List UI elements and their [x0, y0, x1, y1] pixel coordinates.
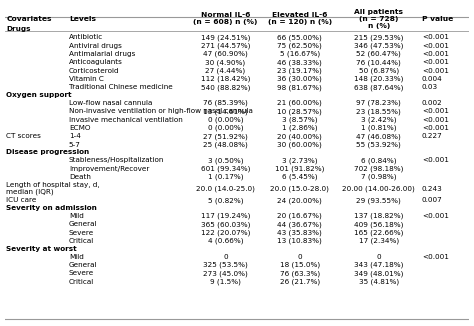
Text: 46 (38.33%): 46 (38.33%) — [277, 59, 322, 66]
Text: 97 (78.23%): 97 (78.23%) — [356, 100, 401, 106]
Text: 30 (60.00%): 30 (60.00%) — [277, 141, 322, 148]
Text: 76 (63.3%): 76 (63.3%) — [280, 270, 320, 276]
Text: 21 (60.00%): 21 (60.00%) — [277, 100, 322, 106]
Text: 137 (18.82%): 137 (18.82%) — [354, 213, 403, 219]
Text: 6 (0.84%): 6 (0.84%) — [361, 157, 396, 164]
Text: Mild: Mild — [69, 254, 84, 260]
Text: Vitamin C: Vitamin C — [69, 76, 104, 82]
Text: P value: P value — [422, 16, 453, 22]
Text: Severe: Severe — [69, 230, 94, 236]
Text: 1 (0.81%): 1 (0.81%) — [361, 125, 396, 131]
Text: 23 (19.17%): 23 (19.17%) — [277, 67, 322, 74]
Text: 5 (16.67%): 5 (16.67%) — [280, 51, 320, 57]
Text: Low-flow nasal cannula: Low-flow nasal cannula — [69, 100, 152, 106]
Text: 112 (18.42%): 112 (18.42%) — [201, 76, 250, 82]
Text: 20 (40.00%): 20 (40.00%) — [277, 133, 322, 140]
Text: 117 (19.24%): 117 (19.24%) — [201, 213, 250, 219]
Text: 27 (51.92%): 27 (51.92%) — [203, 133, 248, 140]
Text: 55 (53.92%): 55 (53.92%) — [356, 141, 401, 148]
Text: Stableness/Hospitalization: Stableness/Hospitalization — [69, 157, 164, 163]
Text: 20 (16.67%): 20 (16.67%) — [277, 213, 322, 219]
Text: <0.001: <0.001 — [422, 35, 449, 40]
Text: 165 (22.66%): 165 (22.66%) — [354, 230, 403, 236]
Text: ECMO: ECMO — [69, 125, 91, 131]
Text: 44 (36.67%): 44 (36.67%) — [277, 221, 322, 228]
Text: 50 (6.87%): 50 (6.87%) — [359, 67, 399, 74]
Text: 35 (4.81%): 35 (4.81%) — [359, 278, 399, 285]
Text: 26 (21.7%): 26 (21.7%) — [280, 278, 320, 285]
Text: 0.004: 0.004 — [422, 76, 443, 82]
Text: 0: 0 — [376, 254, 381, 260]
Text: 47 (60.90%): 47 (60.90%) — [203, 51, 248, 57]
Text: Drugs: Drugs — [6, 26, 31, 32]
Text: Normal IL-6
(n = 608) n (%): Normal IL-6 (n = 608) n (%) — [193, 12, 257, 25]
Text: Antiviral drugs: Antiviral drugs — [69, 43, 122, 49]
Text: 25 (48.08%): 25 (48.08%) — [203, 141, 248, 148]
Text: CT scores: CT scores — [6, 133, 41, 139]
Text: Levels: Levels — [69, 16, 96, 22]
Text: 3 (0.50%): 3 (0.50%) — [208, 157, 243, 164]
Text: 346 (47.53%): 346 (47.53%) — [354, 42, 403, 49]
Text: 0: 0 — [297, 254, 302, 260]
Text: Antibiotic: Antibiotic — [69, 35, 103, 40]
Text: Invasive mechanical ventilation: Invasive mechanical ventilation — [69, 117, 182, 123]
Text: 343 (47.18%): 343 (47.18%) — [354, 262, 403, 268]
Text: 7 (0.98%): 7 (0.98%) — [361, 174, 396, 180]
Text: <0.001: <0.001 — [422, 68, 449, 74]
Text: 149 (24.51%): 149 (24.51%) — [201, 34, 250, 41]
Text: Oxygen support: Oxygen support — [6, 92, 72, 98]
Text: 3 (2.73%): 3 (2.73%) — [282, 157, 318, 164]
Text: Severity on admission: Severity on admission — [6, 205, 97, 211]
Text: 10 (28.57%): 10 (28.57%) — [277, 108, 322, 115]
Text: 4 (0.66%): 4 (0.66%) — [208, 238, 243, 244]
Text: 148 (20.33%): 148 (20.33%) — [354, 76, 403, 82]
Text: 3 (2.42%): 3 (2.42%) — [361, 116, 396, 123]
Text: 601 (99.34%): 601 (99.34%) — [201, 165, 250, 172]
Text: 5 (0.82%): 5 (0.82%) — [208, 197, 243, 203]
Text: <0.001: <0.001 — [422, 254, 449, 260]
Text: 122 (20.07%): 122 (20.07%) — [201, 230, 250, 236]
Text: Covariates: Covariates — [6, 16, 52, 22]
Text: 1-4: 1-4 — [69, 133, 81, 139]
Text: 0.243: 0.243 — [422, 185, 443, 192]
Text: 23 (18.55%): 23 (18.55%) — [356, 108, 401, 115]
Text: 0.227: 0.227 — [422, 133, 443, 139]
Text: Corticosteroid: Corticosteroid — [69, 68, 119, 74]
Text: 0 (0.00%): 0 (0.00%) — [208, 125, 243, 131]
Text: <0.001: <0.001 — [422, 43, 449, 49]
Text: Death: Death — [69, 174, 91, 180]
Text: 36 (30.00%): 36 (30.00%) — [277, 76, 322, 82]
Text: 409 (56.18%): 409 (56.18%) — [354, 221, 403, 228]
Text: 273 (45.0%): 273 (45.0%) — [203, 270, 248, 276]
Text: <0.001: <0.001 — [422, 125, 449, 131]
Text: 702 (98.18%): 702 (98.18%) — [354, 165, 403, 172]
Text: Critical: Critical — [69, 279, 94, 285]
Text: 27 (4.44%): 27 (4.44%) — [205, 67, 246, 74]
Text: Anticoagulants: Anticoagulants — [69, 59, 123, 66]
Text: Non-invasive ventilation or high-flow nasal cannula: Non-invasive ventilation or high-flow na… — [69, 108, 253, 114]
Text: 43 (35.83%): 43 (35.83%) — [277, 230, 322, 236]
Text: 325 (53.5%): 325 (53.5%) — [203, 262, 248, 268]
Text: 0.007: 0.007 — [422, 197, 443, 203]
Text: <0.001: <0.001 — [422, 59, 449, 66]
Text: Antimalarial drugs: Antimalarial drugs — [69, 51, 135, 57]
Text: Improvement/Recover: Improvement/Recover — [69, 166, 149, 172]
Text: 52 (60.47%): 52 (60.47%) — [356, 51, 401, 57]
Text: <0.001: <0.001 — [422, 108, 449, 114]
Text: ICU care: ICU care — [6, 197, 36, 203]
Text: 365 (60.03%): 365 (60.03%) — [201, 221, 250, 228]
Text: 638 (87.64%): 638 (87.64%) — [354, 84, 403, 91]
Text: All patients
(n = 728)
n (%): All patients (n = 728) n (%) — [354, 9, 403, 29]
Text: 6 (5.45%): 6 (5.45%) — [282, 174, 318, 180]
Text: General: General — [69, 221, 97, 227]
Text: 66 (55.00%): 66 (55.00%) — [277, 34, 322, 41]
Text: <0.001: <0.001 — [422, 117, 449, 123]
Text: Elevated IL-6
(n = 120) n (%): Elevated IL-6 (n = 120) n (%) — [268, 12, 332, 25]
Text: <0.001: <0.001 — [422, 157, 449, 163]
Text: Severe: Severe — [69, 270, 94, 276]
Text: 13 (10.83%): 13 (10.83%) — [277, 238, 322, 244]
Text: 13 (14.61%): 13 (14.61%) — [203, 108, 248, 115]
Text: 349 (48.01%): 349 (48.01%) — [354, 270, 403, 276]
Text: 271 (44.57%): 271 (44.57%) — [201, 42, 250, 49]
Text: 98 (81.67%): 98 (81.67%) — [277, 84, 322, 91]
